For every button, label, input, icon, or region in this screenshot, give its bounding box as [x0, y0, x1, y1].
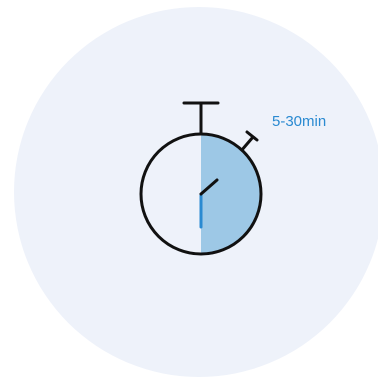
background-circle — [14, 7, 378, 377]
duration-label: 5-30min — [272, 113, 327, 130]
elapsed-segment — [201, 134, 261, 254]
side-button-stem — [239, 136, 255, 152]
side-button-cap — [245, 130, 259, 142]
short-hand — [199, 178, 219, 196]
